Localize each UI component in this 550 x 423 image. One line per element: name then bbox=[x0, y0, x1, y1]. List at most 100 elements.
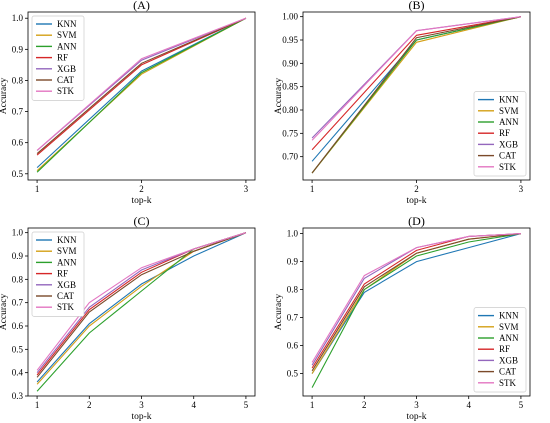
legend-entry: KNN bbox=[499, 311, 519, 321]
y-tick-label: 0.95 bbox=[282, 35, 298, 45]
x-tick-label: 3 bbox=[414, 400, 419, 410]
series-line-cat bbox=[36, 17, 247, 155]
y-tick-label: 1.00 bbox=[282, 12, 298, 22]
x-axis-label: top-k bbox=[131, 196, 151, 206]
legend-entry: XGB bbox=[499, 355, 518, 365]
y-tick-label: 0.7 bbox=[287, 313, 299, 323]
y-axis-label: Accuracy bbox=[0, 78, 9, 115]
y-tick-label: 0.8 bbox=[12, 274, 24, 284]
series-line-cat bbox=[36, 232, 247, 378]
y-tick-label: 0.6 bbox=[12, 321, 24, 331]
x-tick-label: 1 bbox=[310, 400, 315, 410]
x-tick-label: 2 bbox=[87, 400, 92, 410]
x-tick-label: 5 bbox=[244, 400, 249, 410]
series-line-knn bbox=[36, 232, 247, 383]
x-tick-label: 2 bbox=[362, 400, 367, 410]
y-tick-label: 1.0 bbox=[12, 228, 24, 238]
x-tick-label: 3 bbox=[244, 184, 249, 194]
y-tick-label: 0.4 bbox=[12, 368, 24, 378]
legend-box bbox=[473, 91, 527, 177]
x-tick-label: 2 bbox=[414, 184, 419, 194]
chart-panel-1: (A) 1 2 3 0.5 0.6 0.7 0.8 0.9 1.0 top-k Accuracy KNN… bbox=[0, 0, 256, 206]
chart-panel-3: (C) 1 2 3 4 5 0.3 0.4 0.5 0.6 0.7 0.8 0.9 1.0 top-k Acc… bbox=[0, 214, 256, 422]
x-tick-label: 2 bbox=[139, 184, 144, 194]
legend-entry: STK bbox=[57, 302, 75, 312]
y-tick-label: 0.5 bbox=[12, 344, 24, 354]
y-tick-label: 0.7 bbox=[12, 298, 24, 308]
x-axis-label: top-k bbox=[406, 196, 426, 206]
chart-title: (C) bbox=[134, 214, 150, 228]
legend-entry: STK bbox=[499, 162, 517, 172]
y-tick-label: 1.0 bbox=[12, 13, 24, 23]
legend-entry: XGB bbox=[57, 64, 76, 74]
chart-title: (A) bbox=[133, 0, 150, 12]
y-tick-label: 0.75 bbox=[282, 128, 298, 138]
legend-entry: ANN bbox=[57, 41, 77, 51]
x-axis-label: top-k bbox=[406, 412, 426, 422]
series-line-stk bbox=[311, 16, 521, 141]
legend-entry: STK bbox=[57, 86, 75, 96]
legend-entry: RF bbox=[499, 128, 510, 138]
y-tick-label: 0.80 bbox=[282, 105, 298, 115]
x-tick-label: 5 bbox=[519, 400, 524, 410]
y-tick-label: 0.9 bbox=[12, 44, 24, 54]
legend-entry: ANN bbox=[499, 333, 519, 343]
x-tick-label: 4 bbox=[466, 400, 471, 410]
legend-entry: ANN bbox=[499, 117, 519, 127]
legend-entry: SVM bbox=[57, 246, 77, 256]
legend-entry: CAT bbox=[57, 291, 75, 301]
series-line-cat bbox=[311, 16, 522, 174]
legend-entry: CAT bbox=[499, 151, 517, 161]
y-tick-label: 0.85 bbox=[282, 82, 298, 92]
legend-entry: SVM bbox=[57, 30, 77, 40]
y-tick-label: 0.5 bbox=[12, 169, 24, 179]
legend-entry: KNN bbox=[57, 235, 77, 245]
series-line-ann bbox=[311, 233, 521, 388]
y-tick-label: 0.6 bbox=[12, 138, 24, 148]
legend-entry: XGB bbox=[499, 139, 518, 149]
legend-entry: RF bbox=[57, 53, 68, 63]
y-axis-label: Accuracy bbox=[274, 78, 284, 115]
y-tick-label: 0.9 bbox=[12, 251, 24, 261]
series-line-stk bbox=[311, 233, 521, 363]
legend-entry: RF bbox=[57, 269, 68, 279]
series-line-cat bbox=[311, 233, 521, 372]
y-tick-label: 0.8 bbox=[287, 285, 299, 295]
y-tick-label: 0.70 bbox=[282, 152, 298, 162]
chart-panel-2: (B) 1 2 3 0.70 0.75 0.80 0.85 0.90 0.95 1.00 top-k A… bbox=[274, 0, 531, 206]
legend-entry: STK bbox=[499, 378, 517, 388]
series-line-stk bbox=[36, 232, 247, 371]
legend-entry: CAT bbox=[57, 75, 75, 85]
y-tick-label: 0.3 bbox=[12, 391, 24, 401]
chart-panel-4: (D) 1 2 3 4 5 0.5 0.6 0.7 0.8 0.9 1.0 top-k Accuracy K… bbox=[274, 214, 531, 422]
legend-entry: KNN bbox=[499, 95, 519, 105]
legend-entry: ANN bbox=[57, 257, 77, 267]
x-tick-label: 3 bbox=[519, 184, 524, 194]
series-line-stk bbox=[36, 17, 247, 151]
series-line-knn bbox=[311, 233, 522, 374]
legend-entry: CAT bbox=[499, 367, 517, 377]
y-tick-label: 0.90 bbox=[282, 58, 298, 68]
y-tick-label: 0.6 bbox=[287, 341, 299, 351]
x-tick-label: 3 bbox=[139, 400, 144, 410]
y-tick-label: 1.0 bbox=[287, 229, 299, 239]
chart-title: (B) bbox=[409, 0, 425, 12]
x-tick-label: 1 bbox=[35, 184, 40, 194]
legend-entry: SVM bbox=[499, 106, 519, 116]
chart-title: (D) bbox=[408, 214, 425, 228]
x-axis-label: top-k bbox=[131, 412, 151, 422]
x-tick-label: 4 bbox=[191, 400, 196, 410]
legend-entry: KNN bbox=[57, 19, 77, 29]
y-tick-label: 0.8 bbox=[12, 75, 24, 85]
x-tick-label: 1 bbox=[310, 184, 315, 194]
y-tick-label: 0.5 bbox=[287, 369, 299, 379]
series-line-rf bbox=[311, 16, 521, 151]
legend-entry: XGB bbox=[57, 280, 76, 290]
legend-entry: RF bbox=[499, 344, 510, 354]
x-tick-label: 1 bbox=[35, 400, 40, 410]
